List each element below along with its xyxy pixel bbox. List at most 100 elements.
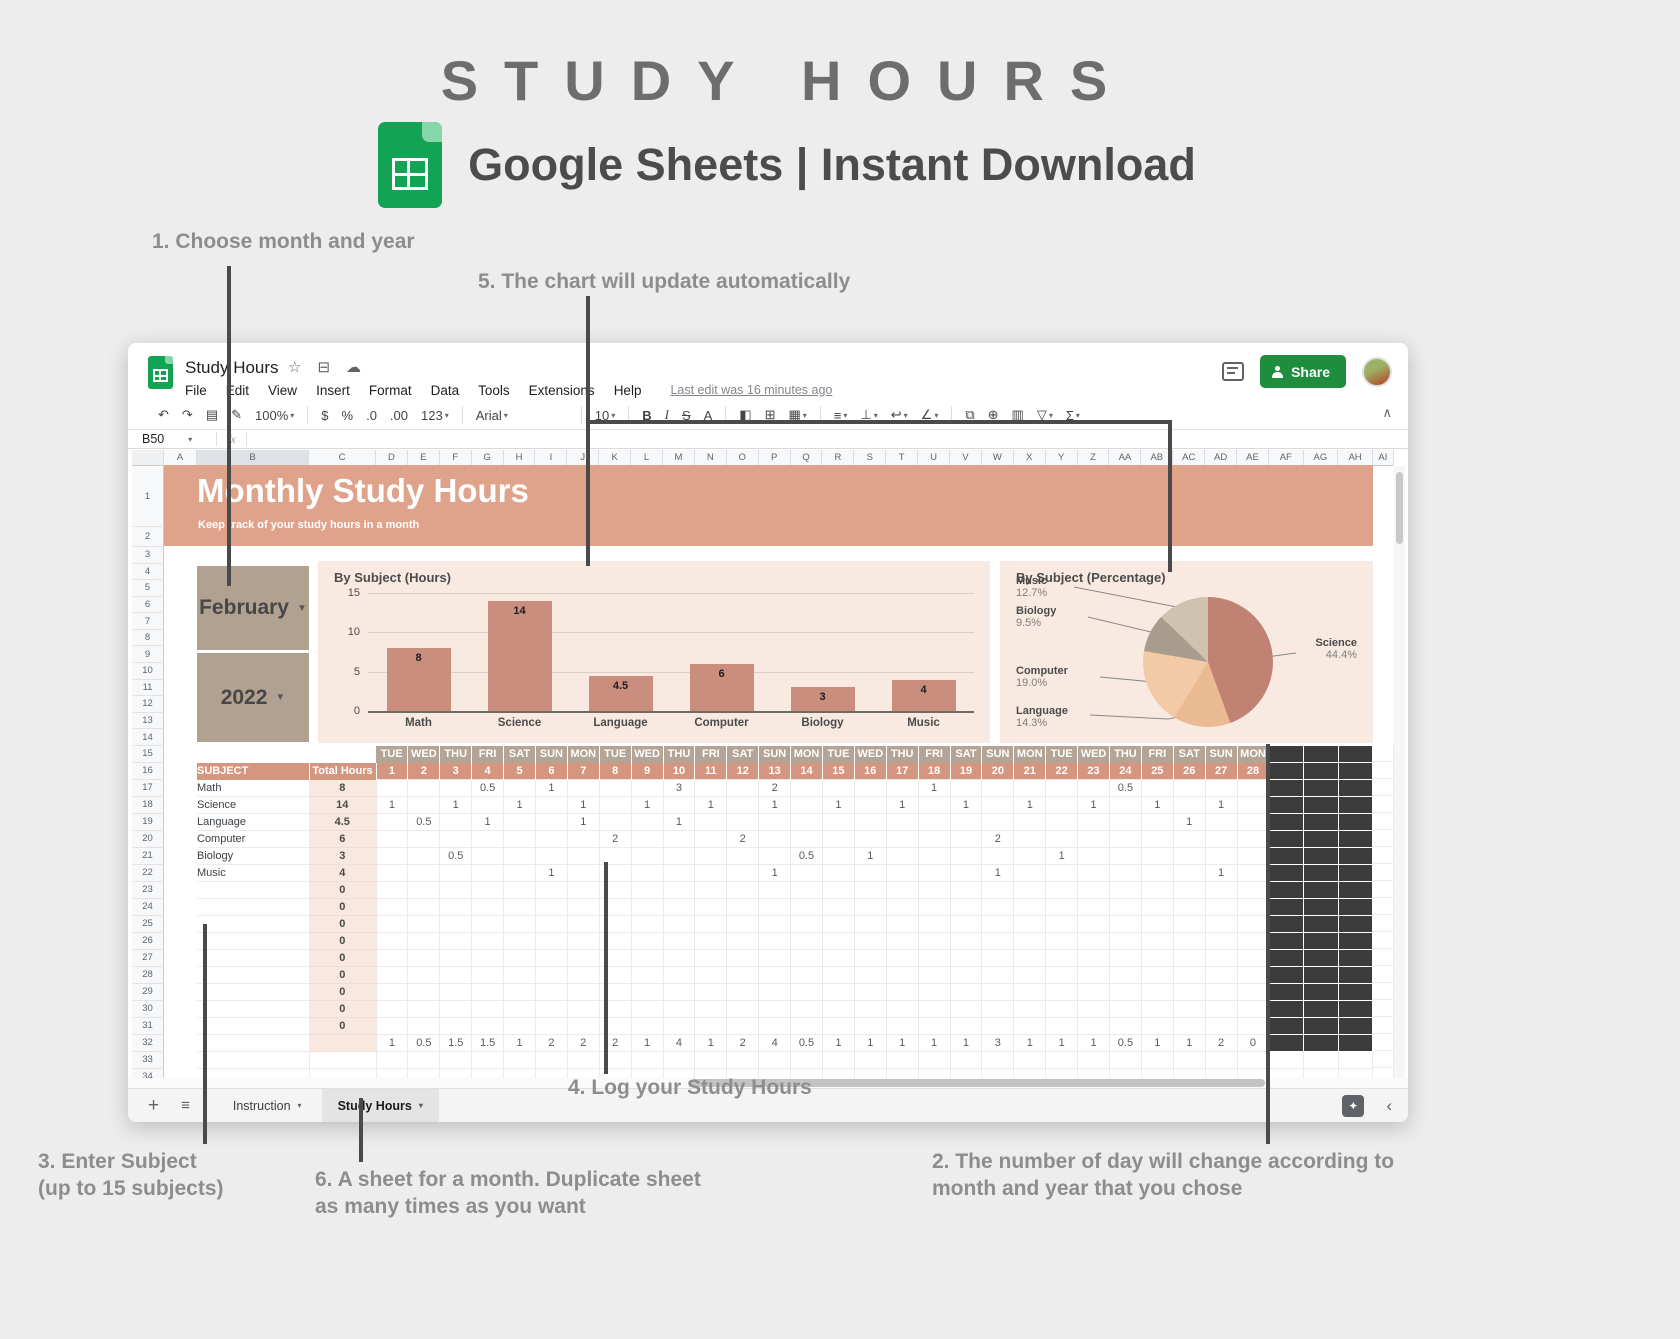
dow-header-2[interactable]: WED xyxy=(407,745,441,763)
day-cell[interactable] xyxy=(1108,864,1142,882)
day-cell[interactable] xyxy=(949,1000,983,1018)
day-cell[interactable] xyxy=(1204,898,1238,916)
day-cell[interactable] xyxy=(407,864,441,882)
day-cell[interactable] xyxy=(662,847,696,865)
hidden-day-cell[interactable] xyxy=(1337,949,1373,967)
dow-header-11[interactable]: FRI xyxy=(694,745,728,763)
day-cell[interactable] xyxy=(694,915,728,933)
row-header-23[interactable]: 23 xyxy=(132,881,164,899)
hidden-day-cell[interactable] xyxy=(1303,966,1339,984)
day-cell[interactable] xyxy=(1140,949,1174,967)
day-cell[interactable] xyxy=(821,779,855,797)
day-cell[interactable] xyxy=(1204,847,1238,865)
daily-total-28[interactable]: 0 xyxy=(1236,1034,1270,1052)
day-cell[interactable] xyxy=(1172,932,1206,950)
day-cell[interactable] xyxy=(1013,779,1047,797)
day-number-27[interactable]: 27 xyxy=(1205,762,1238,780)
day-cell[interactable] xyxy=(1140,932,1174,950)
col-header-K[interactable]: K xyxy=(599,450,632,466)
day-cell[interactable] xyxy=(981,1017,1015,1035)
insert-link-icon[interactable]: ⧉ xyxy=(965,407,975,422)
day-cell[interactable]: 0.5 xyxy=(1108,779,1142,797)
dow-header-8[interactable]: TUE xyxy=(599,745,632,763)
hidden-day-cell[interactable] xyxy=(1337,813,1373,831)
italic-icon[interactable]: I xyxy=(664,407,669,422)
subject-name-empty[interactable] xyxy=(197,949,309,967)
hidden-day-cell[interactable] xyxy=(1337,932,1373,950)
day-number-12[interactable]: 12 xyxy=(726,762,760,780)
day-cell[interactable] xyxy=(949,881,983,899)
day-cell[interactable] xyxy=(439,881,473,899)
day-cell[interactable] xyxy=(1045,949,1079,967)
day-cell[interactable] xyxy=(917,1068,951,1078)
day-cell[interactable] xyxy=(471,1017,505,1035)
day-cell[interactable] xyxy=(1172,864,1206,882)
hidden-day-cell[interactable] xyxy=(1337,762,1373,780)
spacer-cell[interactable] xyxy=(197,1051,309,1069)
day-cell[interactable] xyxy=(821,1068,855,1078)
day-cell[interactable] xyxy=(821,864,855,882)
day-cell[interactable] xyxy=(1140,898,1174,916)
day-cell[interactable] xyxy=(917,932,951,950)
day-number-7[interactable]: 7 xyxy=(567,762,600,780)
day-number-18[interactable]: 18 xyxy=(918,762,951,780)
day-cell[interactable]: 1 xyxy=(439,796,473,814)
col-header-V[interactable]: V xyxy=(950,450,982,466)
day-cell[interactable] xyxy=(1204,813,1238,831)
day-cell[interactable] xyxy=(308,1051,377,1069)
day-cell[interactable] xyxy=(662,1017,696,1035)
increase-decimals-icon[interactable]: .00 xyxy=(389,407,408,423)
day-cell[interactable] xyxy=(853,983,887,1001)
filter-icon[interactable]: ▽ ▾ xyxy=(1036,407,1053,422)
day-number-22[interactable]: 22 xyxy=(1045,762,1079,780)
day-cell[interactable] xyxy=(471,932,505,950)
day-cell[interactable] xyxy=(503,1051,536,1069)
hidden-day-cell[interactable] xyxy=(1303,745,1339,763)
day-cell[interactable]: 1 xyxy=(662,813,696,831)
row-header-24[interactable]: 24 xyxy=(132,898,164,916)
day-cell[interactable] xyxy=(1236,779,1270,797)
day-cell[interactable] xyxy=(885,983,919,1001)
menu-view[interactable]: View xyxy=(268,383,298,398)
day-cell[interactable] xyxy=(694,966,728,984)
day-cell[interactable] xyxy=(981,1068,1015,1078)
day-cell[interactable] xyxy=(726,1051,760,1069)
day-cell[interactable] xyxy=(694,949,728,967)
day-cell[interactable] xyxy=(1236,898,1270,916)
day-cell[interactable] xyxy=(375,1017,409,1035)
share-button[interactable]: Share xyxy=(1260,355,1346,388)
day-cell[interactable] xyxy=(1108,796,1142,814)
day-cell[interactable] xyxy=(853,932,887,950)
day-cell[interactable] xyxy=(598,796,632,814)
day-cell[interactable] xyxy=(1077,1051,1110,1069)
day-cell[interactable] xyxy=(949,949,983,967)
day-cell[interactable] xyxy=(1236,983,1270,1001)
day-cell[interactable] xyxy=(662,796,696,814)
day-cell[interactable] xyxy=(1013,898,1047,916)
day-cell[interactable] xyxy=(949,915,983,933)
day-cell[interactable] xyxy=(439,1051,473,1069)
col-header-AI[interactable]: AI xyxy=(1372,450,1394,466)
row-header-28[interactable]: 28 xyxy=(132,966,164,984)
day-cell[interactable]: 1 xyxy=(694,796,728,814)
day-cell[interactable] xyxy=(1172,966,1206,984)
day-cell[interactable] xyxy=(407,932,441,950)
spacer-cell[interactable] xyxy=(197,1034,309,1052)
menu-extensions[interactable]: Extensions xyxy=(528,383,595,398)
bar-chart[interactable]: By Subject (Hours) 0 5 10 15 8 Math 14 Science 4… xyxy=(318,561,990,743)
fill-color-icon[interactable]: ◧ xyxy=(739,407,752,422)
row-header-33[interactable]: 33 xyxy=(132,1051,164,1069)
day-cell[interactable] xyxy=(1013,983,1047,1001)
dow-header-12[interactable]: SAT xyxy=(726,745,760,763)
day-cell[interactable] xyxy=(407,1017,441,1035)
day-cell[interactable] xyxy=(1077,1000,1110,1018)
hidden-day-cell[interactable] xyxy=(1268,779,1305,797)
day-cell[interactable]: 1 xyxy=(758,796,792,814)
dow-header-23[interactable]: WED xyxy=(1077,745,1110,763)
subject-total-empty[interactable]: 0 xyxy=(309,1000,376,1018)
hidden-day-cell[interactable] xyxy=(1303,830,1339,848)
day-cell[interactable] xyxy=(471,847,505,865)
day-cell[interactable] xyxy=(1172,1017,1206,1035)
day-cell[interactable] xyxy=(790,881,823,899)
day-cell[interactable] xyxy=(1204,966,1238,984)
